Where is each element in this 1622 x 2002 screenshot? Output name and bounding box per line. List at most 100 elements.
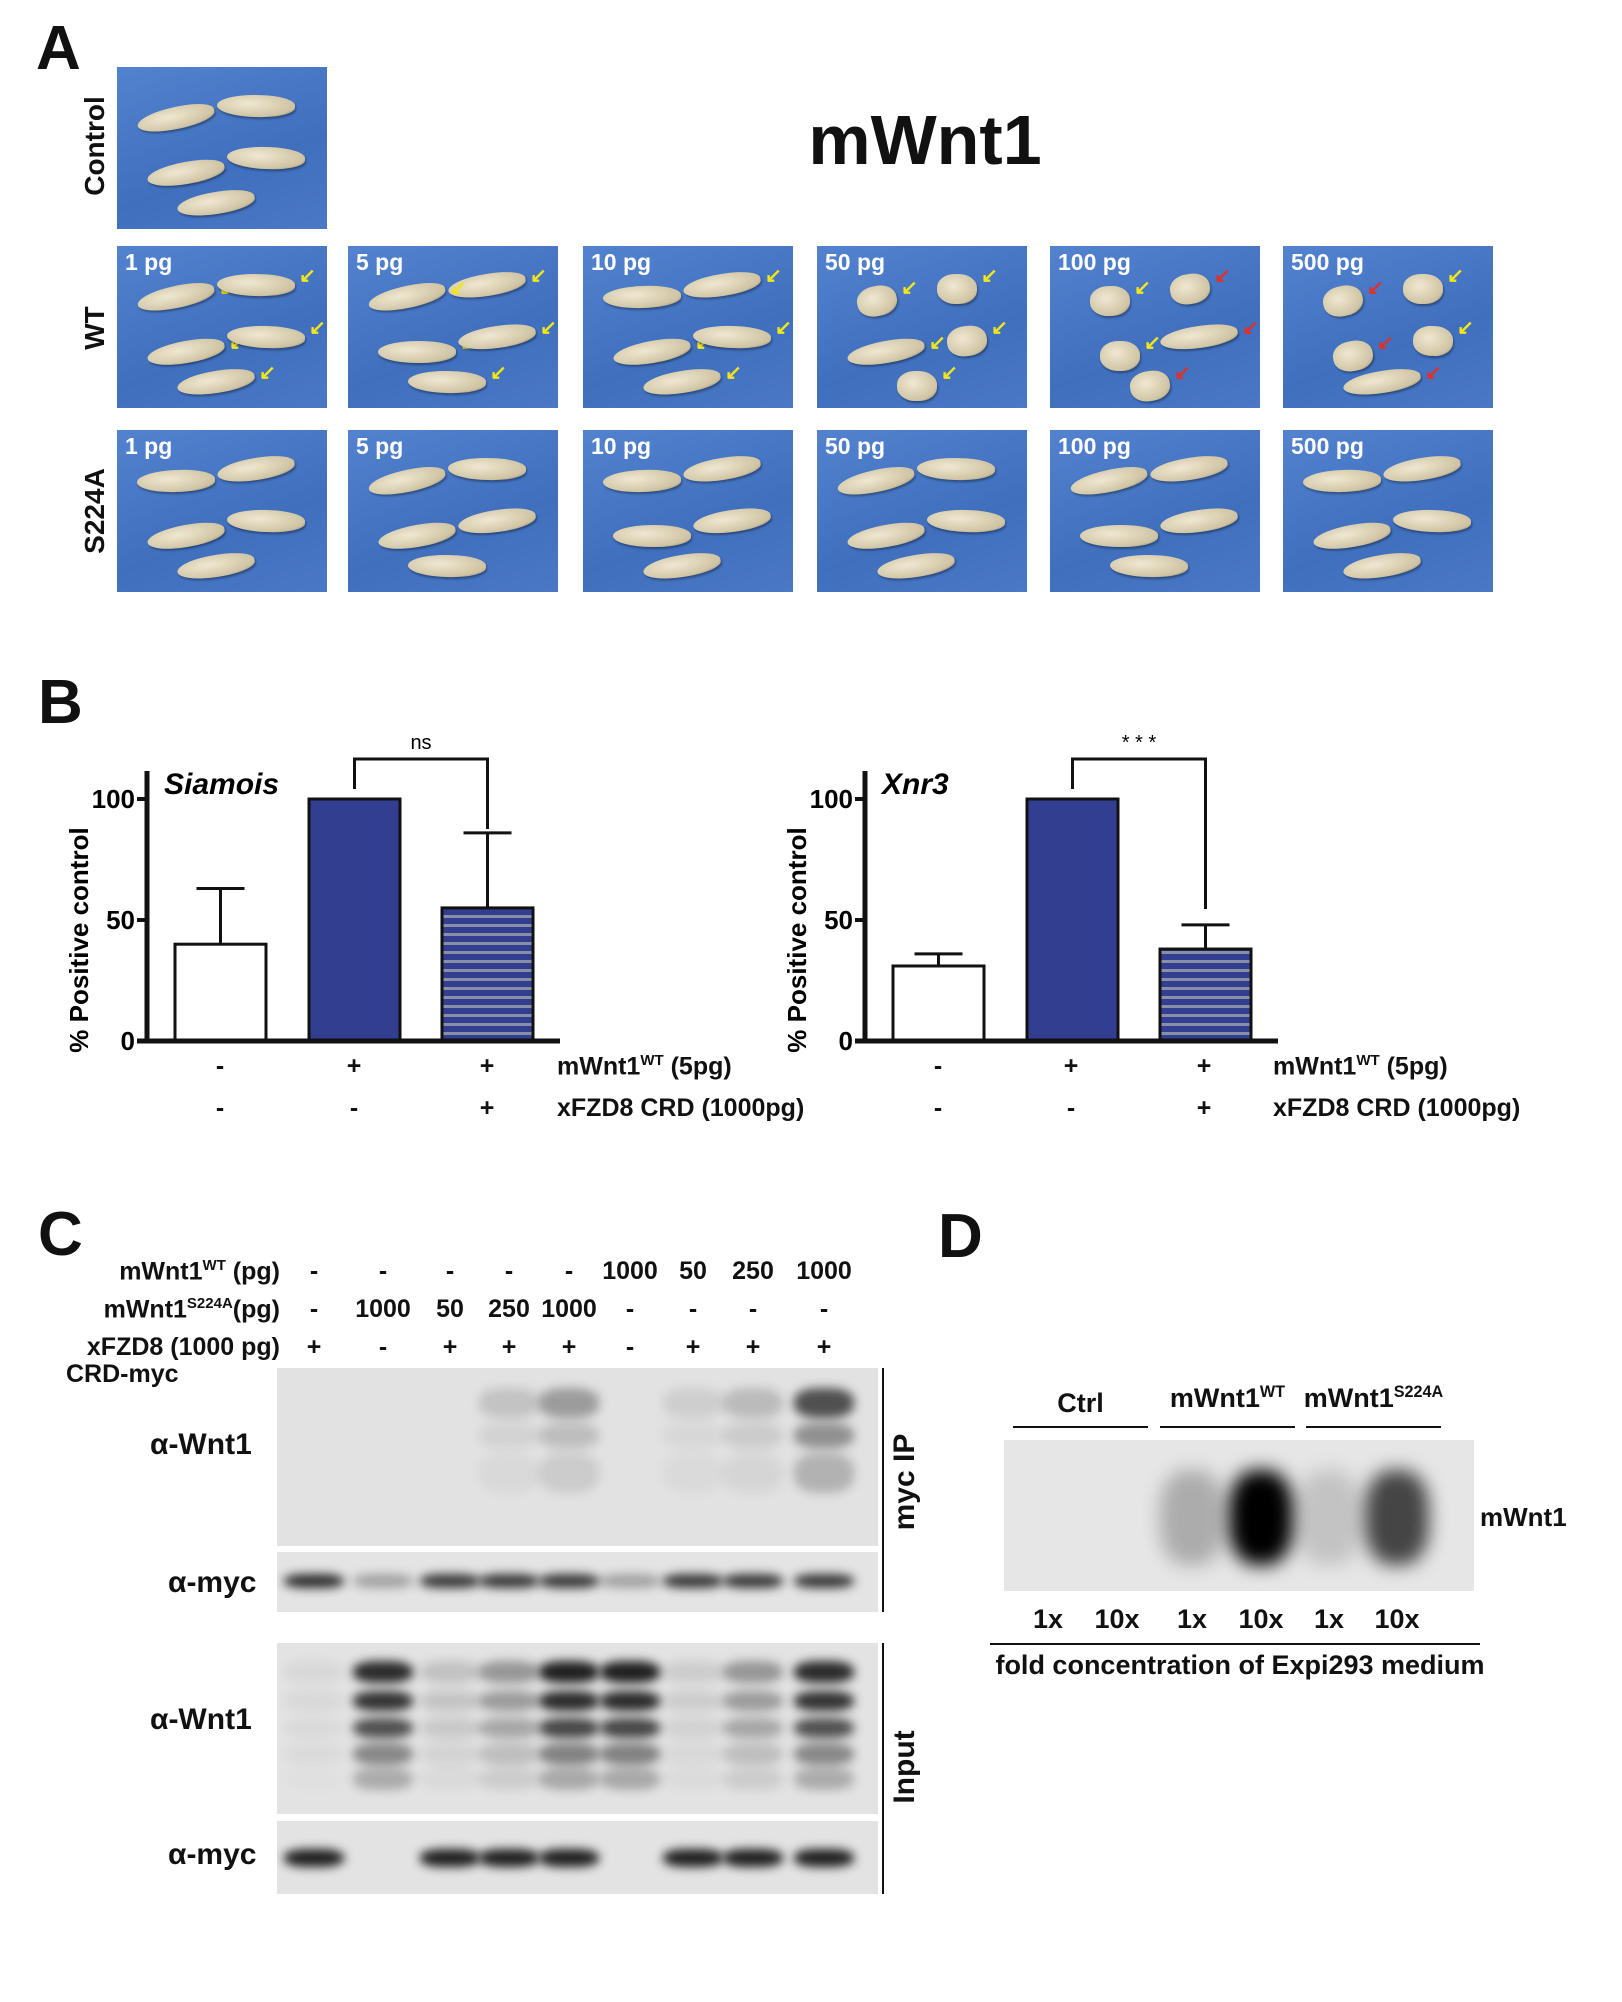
- embryo: [896, 370, 938, 402]
- blot-band: [794, 1768, 854, 1790]
- label-text: mWnt1: [119, 1257, 203, 1286]
- embryo: [366, 278, 448, 316]
- significance-bracket: [353, 757, 489, 829]
- blot-band: [723, 1661, 783, 1683]
- embryo: [216, 94, 296, 118]
- row-label-control: Control: [79, 96, 110, 196]
- blot-band: [420, 1718, 480, 1738]
- arrow-icon: ↙: [1242, 317, 1259, 339]
- lane-value: -: [564, 1257, 574, 1285]
- lane-value: -: [748, 1295, 758, 1323]
- blot-band: [539, 1423, 599, 1448]
- row-label: xFZD8 (1000 pg): [87, 1333, 280, 1362]
- blot-band: [663, 1849, 723, 1867]
- blot-band: [420, 1574, 480, 1588]
- dose-label: 50 pg: [825, 249, 886, 275]
- panel-a-letter: A: [36, 14, 81, 83]
- embryo: [145, 518, 227, 554]
- arrow-icon: ↙: [1425, 362, 1442, 384]
- group-underline: [1306, 1426, 1441, 1428]
- blot-band: [663, 1453, 723, 1493]
- blot-band: [539, 1388, 599, 1418]
- y-tick-label: 0: [121, 1026, 135, 1056]
- blot-band: [284, 1661, 344, 1683]
- embryo: [854, 282, 900, 320]
- blot-band: [539, 1768, 599, 1790]
- arrow-icon: ↙: [259, 362, 276, 384]
- arrow-icon: ↙: [1457, 317, 1474, 339]
- blot-band: [600, 1574, 660, 1588]
- blot-input-myc: [277, 1821, 878, 1894]
- embryo-photo: 10 pg↙↙↙↙↙: [583, 246, 793, 408]
- arrow-icon: ↙: [981, 265, 998, 287]
- myc-ip-label: myc IP: [888, 1433, 921, 1531]
- embryo-photo: [117, 67, 327, 229]
- lane-label: 1x: [1313, 1604, 1345, 1634]
- embryo: [1109, 554, 1189, 578]
- group-label: mWnt1WT: [1150, 1383, 1305, 1414]
- blot-band: [479, 1768, 539, 1790]
- embryo: [226, 145, 306, 171]
- embryo: [175, 549, 257, 583]
- y-tick-label: 50: [824, 905, 853, 935]
- significance-label: ns: [410, 732, 431, 754]
- blot-band: [353, 1768, 413, 1790]
- embryo: [691, 504, 773, 538]
- blot-band: [284, 1849, 344, 1867]
- arrow-icon: ↙: [765, 265, 782, 287]
- embryo: [145, 334, 227, 370]
- blot-band: [663, 1661, 723, 1683]
- blot-band: [539, 1718, 599, 1738]
- dose-label: 100 pg: [1058, 433, 1131, 459]
- label-text: mWnt1: [1303, 1383, 1394, 1413]
- embryo: [1311, 518, 1393, 554]
- embryo: [366, 462, 448, 500]
- blot-band: [600, 1691, 660, 1711]
- condition-sign: +: [1063, 1052, 1079, 1080]
- dose-label: 10 pg: [591, 433, 652, 459]
- embryo: [681, 268, 763, 302]
- blot-band: [794, 1661, 854, 1683]
- lane-value: +: [685, 1333, 701, 1361]
- blot-band: [479, 1574, 539, 1588]
- blot-band: [723, 1849, 783, 1867]
- embryo: [1302, 468, 1382, 494]
- blot-band: [539, 1743, 599, 1765]
- embryo: [407, 370, 487, 394]
- condition-sign: +: [479, 1052, 495, 1080]
- blot-band: [663, 1691, 723, 1711]
- blot-band: [539, 1849, 599, 1867]
- bar: [1158, 947, 1253, 1043]
- blot-label-ip-myc: α-myc: [168, 1566, 257, 1599]
- chart-title: Xnr3: [880, 768, 949, 801]
- blot-band: [420, 1661, 480, 1683]
- lane-label: 10x: [1238, 1604, 1284, 1634]
- embryo: [611, 334, 693, 370]
- bar: [173, 942, 268, 1043]
- lane-label: 1x: [1032, 1604, 1064, 1634]
- significance-bracket: [1071, 757, 1207, 909]
- blot-band: [723, 1453, 783, 1493]
- blot-band: [723, 1574, 783, 1588]
- input-bracket-line: [882, 1643, 884, 1894]
- blot-band: [284, 1718, 344, 1738]
- blot-band: [1365, 1470, 1429, 1565]
- arrow-icon: ↙: [991, 317, 1008, 339]
- blot-label-input-myc: α-myc: [168, 1838, 257, 1871]
- blot-band: [284, 1574, 344, 1588]
- dose-label: 5 pg: [356, 433, 404, 459]
- embryo-photo: 100 pg: [1050, 430, 1260, 592]
- dose-label: 1 pg: [125, 433, 173, 459]
- blot-band: [663, 1743, 723, 1765]
- label-text: mWnt1: [103, 1295, 187, 1324]
- blot-band: [479, 1718, 539, 1738]
- panel-d-caption: fold concentration of Expi293 medium: [995, 1650, 1485, 1680]
- embryo: [376, 518, 458, 554]
- row-label-wt: WT: [79, 306, 110, 350]
- condition-sign: -: [215, 1094, 225, 1122]
- embryo: [641, 365, 723, 399]
- group-label: Ctrl: [1003, 1388, 1158, 1419]
- lane-value: 50: [436, 1295, 464, 1323]
- dose-label: 10 pg: [591, 249, 652, 275]
- blot-band: [600, 1768, 660, 1790]
